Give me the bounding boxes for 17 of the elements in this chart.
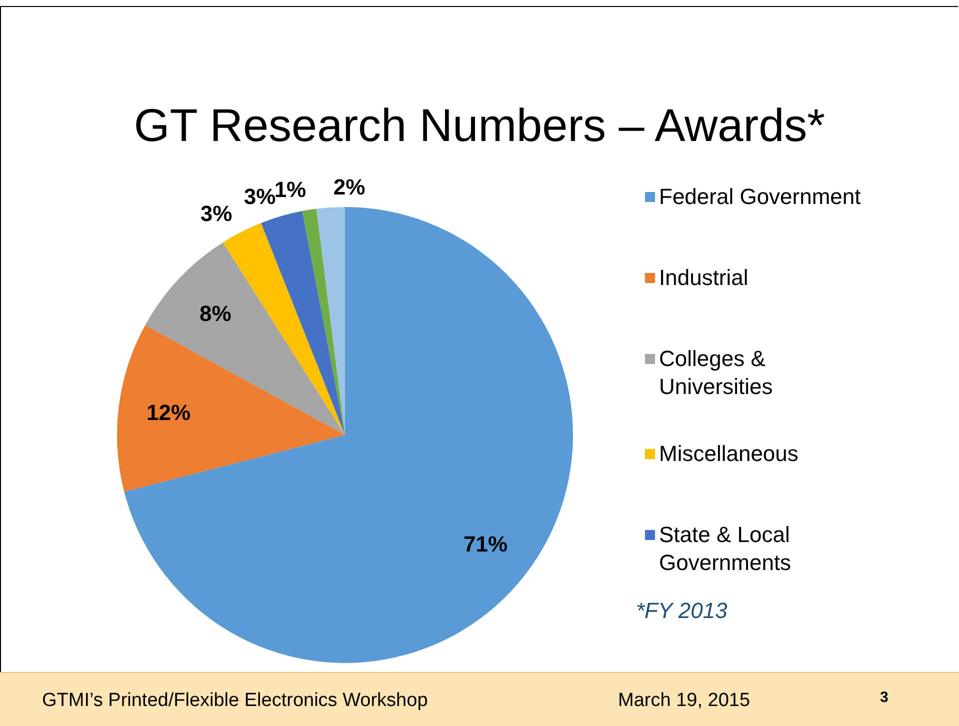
text: 3 [880,689,888,706]
legend-label: Miscellaneous [659,440,800,468]
legend-label: Colleges & Universities [659,345,774,401]
data-label: 71% [464,532,508,556]
legend-label: Industrial [659,264,750,292]
data-label: 3% [244,184,276,209]
chart-title: GT Research Numbers – Awards* [132,98,826,152]
text: March 19, 2015 [618,690,750,712]
text: *FY 2013 [636,598,728,624]
legend-label: Federal Government [659,183,862,211]
legend-label: State & Local Governments [659,521,792,577]
data-label: 1% [274,177,306,202]
data-label: 3% [200,201,232,226]
data-label: 8% [199,300,232,326]
data-label: 12% [146,400,191,426]
data-label: 2% [333,174,366,200]
text: GTMI’s Printed/Flexible Electronics Workshop [42,690,428,712]
